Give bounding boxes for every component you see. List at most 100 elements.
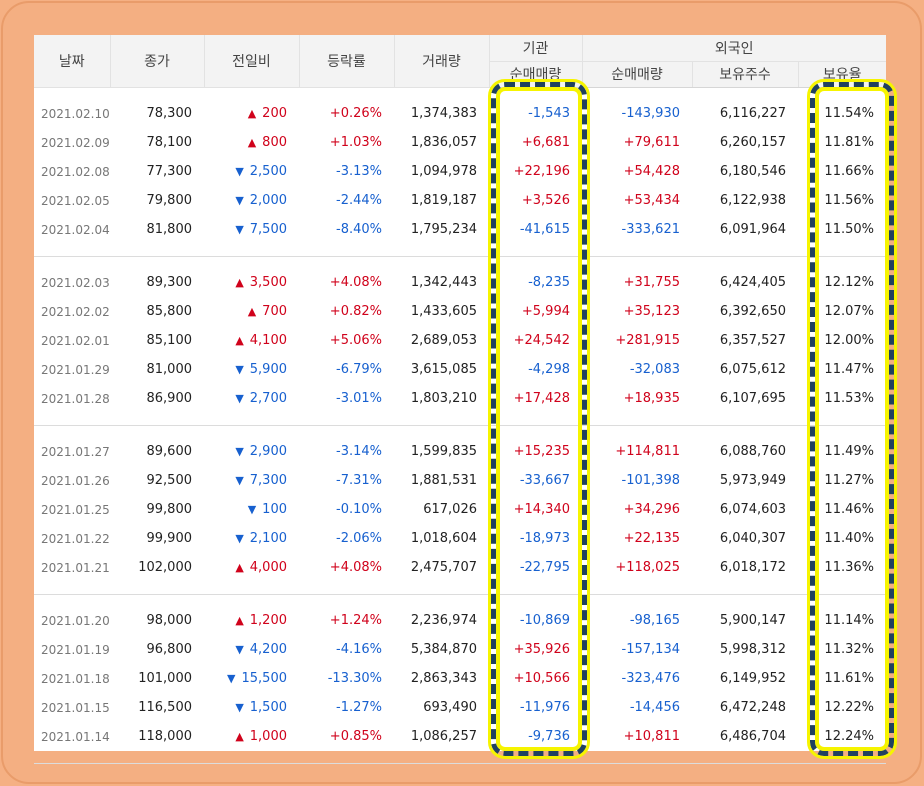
row-foreign-net: +114,811 [615, 444, 680, 459]
row-volume: 2,475,707 [410, 560, 477, 575]
row-close: 81,000 [146, 362, 193, 377]
row-foreign-net: -143,930 [621, 106, 680, 121]
row-volume: 1,433,605 [410, 304, 477, 319]
row-institution-net: +3,526 [521, 193, 570, 208]
triangle-down-icon: ▼ [235, 194, 244, 207]
row-date: 2021.01.22 [41, 531, 110, 546]
row-volume: 1,803,210 [410, 391, 477, 406]
row-volume: 3,615,085 [410, 362, 477, 377]
row-foreign-holdings: 6,260,157 [719, 135, 786, 150]
triangle-down-icon: ▼ [235, 165, 244, 178]
group-spacer [34, 256, 886, 268]
row-foreign-net: +10,811 [623, 729, 680, 744]
triangle-up-icon: ▲ [235, 276, 244, 289]
triangle-up-icon: ▲ [235, 334, 244, 347]
row-volume: 1,342,443 [410, 275, 477, 290]
triangle-down-icon: ▼ [235, 392, 244, 405]
table-row: 2021.02.08 77,300 ▼ 2,500 -3.13% 1,094,978 +22… [34, 157, 886, 186]
row-foreign-ratio: 11.50% [824, 222, 874, 237]
row-close: 102,000 [138, 560, 192, 575]
row-close: 79,800 [146, 193, 193, 208]
row-rate: +0.85% [329, 729, 382, 744]
row-foreign-ratio: 12.07% [824, 304, 874, 319]
row-change-value: 2,900 [249, 444, 287, 459]
row-close: 78,300 [146, 106, 193, 121]
table-row: 2021.01.18 101,000 ▼ 15,500 -13.30% 2,863,343… [34, 664, 886, 693]
row-foreign-ratio: 11.32% [824, 642, 874, 657]
row-institution-net: -1,543 [528, 106, 570, 121]
row-foreign-holdings: 5,973,949 [719, 473, 786, 488]
row-foreign-holdings: 6,107,695 [719, 391, 786, 406]
triangle-down-icon: ▼ [235, 363, 244, 376]
row-change-value: 15,500 [241, 671, 288, 686]
row-volume: 1,094,978 [410, 164, 477, 179]
row-volume: 5,384,870 [410, 642, 477, 657]
row-date: 2021.01.21 [41, 560, 110, 575]
triangle-down-icon: ▼ [235, 445, 244, 458]
row-institution-net: -9,736 [528, 729, 570, 744]
row-rate: +4.08% [329, 560, 382, 575]
row-foreign-holdings: 6,392,650 [719, 304, 786, 319]
triangle-up-icon: ▲ [235, 561, 244, 574]
table-row: 2021.02.09 78,100 ▲ 800 +1.03% 1,836,057 +6,68… [34, 128, 886, 157]
group-separator [34, 413, 886, 426]
row-change-value: 2,700 [249, 391, 287, 406]
row-volume: 2,236,974 [410, 613, 477, 628]
row-change: ▼ 5,900 [204, 355, 299, 384]
row-foreign-ratio: 12.12% [824, 275, 874, 290]
row-rate: -2.44% [336, 193, 382, 208]
row-change-value: 700 [262, 304, 287, 319]
row-institution-net: +5,994 [521, 304, 570, 319]
table-row: 2021.01.29 81,000 ▼ 5,900 -6.79% 3,615,085 -4,… [34, 355, 886, 384]
row-volume: 1,881,531 [410, 473, 477, 488]
header-foreign-net: 순매매량 [582, 61, 693, 88]
row-rate: +1.03% [329, 135, 382, 150]
row-institution-net: +14,340 [513, 502, 570, 517]
row-change: ▲ 200 [204, 99, 299, 128]
row-change-value: 800 [262, 135, 287, 150]
row-rate: +5.06% [329, 333, 382, 348]
header-volume: 거래량 [394, 35, 490, 88]
row-foreign-net: +22,135 [623, 531, 680, 546]
table-row: 2021.01.26 92,500 ▼ 7,300 -7.31% 1,881,531 -33… [34, 466, 886, 495]
table-row: 2021.02.10 78,300 ▲ 200 +0.26% 1,374,383 -1,54… [34, 99, 886, 128]
group-separator [34, 244, 886, 257]
row-change: ▲ 3,500 [204, 268, 299, 297]
triangle-up-icon: ▲ [235, 614, 244, 627]
group-separator [34, 751, 886, 764]
group-spacer [34, 87, 886, 99]
header-change: 전일비 [204, 35, 300, 88]
row-date: 2021.01.20 [41, 613, 110, 628]
row-date: 2021.02.01 [41, 333, 110, 348]
table-row: 2021.01.14 118,000 ▲ 1,000 +0.85% 1,086,257 -9… [34, 722, 886, 751]
row-date: 2021.01.27 [41, 444, 110, 459]
row-foreign-ratio: 11.46% [824, 502, 874, 517]
row-rate: -2.06% [336, 531, 382, 546]
header-foreign-group: 외국인 [582, 35, 886, 62]
row-date: 2021.02.09 [41, 135, 110, 150]
row-foreign-ratio: 11.56% [824, 193, 874, 208]
row-change: ▲ 1,200 [204, 606, 299, 635]
row-change: ▲ 800 [204, 128, 299, 157]
row-rate: -13.30% [327, 671, 382, 686]
triangle-up-icon: ▲ [247, 305, 257, 318]
row-foreign-net: -323,476 [621, 671, 680, 686]
row-foreign-ratio: 11.61% [824, 671, 874, 686]
row-close: 98,000 [146, 613, 193, 628]
row-date: 2021.01.26 [41, 473, 110, 488]
row-close: 89,600 [146, 444, 193, 459]
row-institution-net: -8,235 [528, 275, 570, 290]
table-row: 2021.01.19 96,800 ▼ 4,200 -4.16% 5,384,870 +35… [34, 635, 886, 664]
row-foreign-net: +281,915 [615, 333, 680, 348]
group-separator [34, 582, 886, 595]
table-row: 2021.01.21 102,000 ▲ 4,000 +4.08% 2,475,707 -2… [34, 553, 886, 582]
row-foreign-holdings: 6,424,405 [719, 275, 786, 290]
row-change-value: 5,900 [249, 362, 287, 377]
row-foreign-ratio: 11.36% [824, 560, 874, 575]
row-foreign-holdings: 5,900,147 [719, 613, 786, 628]
row-foreign-holdings: 6,091,964 [719, 222, 786, 237]
table-row: 2021.01.27 89,600 ▼ 2,900 -3.14% 1,599,835 +15… [34, 437, 886, 466]
row-change: ▲ 700 [204, 297, 299, 326]
table-row: 2021.01.22 99,900 ▼ 2,100 -2.06% 1,018,604 -18… [34, 524, 886, 553]
row-close: 78,100 [146, 135, 193, 150]
